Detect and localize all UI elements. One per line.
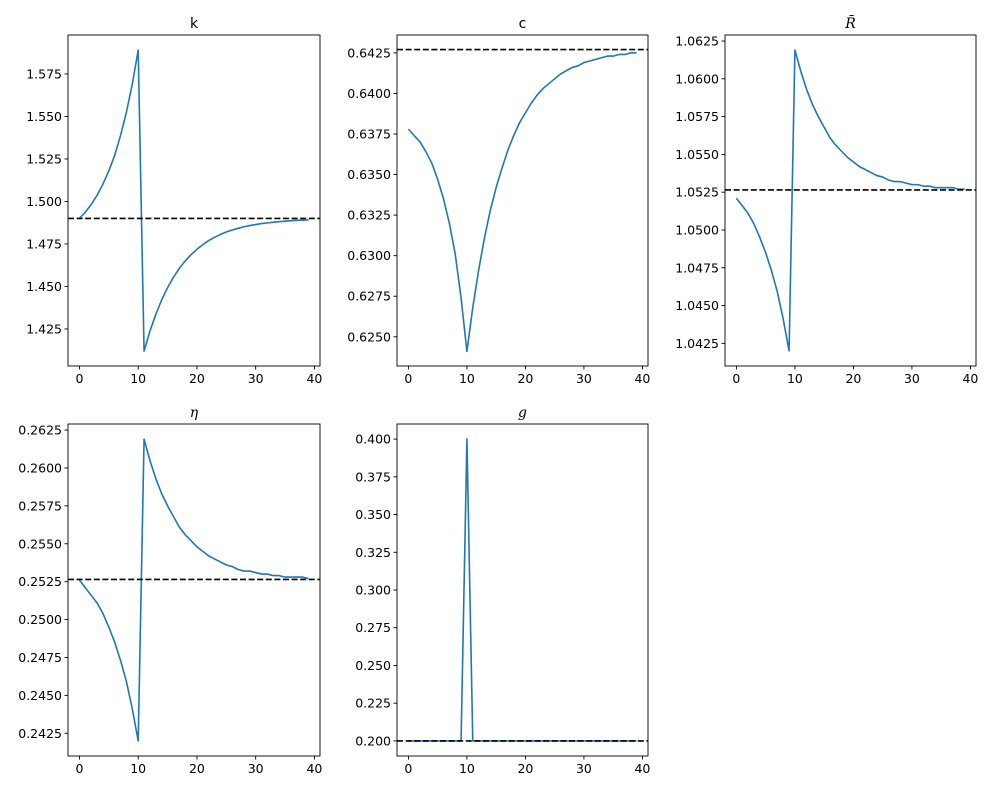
x-tick-label: 10	[459, 371, 475, 386]
subplot-r-bar: 0 10 20 30 40 1.0425 1.0450 1.0475 1.0500 1.0525 1…	[675, 14, 978, 386]
x-tick-label: 30	[576, 761, 592, 776]
series-line-eta	[78, 438, 309, 742]
x-tick-label: 0	[75, 371, 83, 386]
y-tick-label: 0.225	[355, 696, 391, 711]
subplot-c: 0 10 20 30 40 0.6250 0.6275 0.6300 0.6325 0.6350 0…	[347, 16, 650, 386]
series-line-g	[408, 438, 637, 742]
series-line-k	[78, 49, 309, 352]
y-tick-label: 0.2625	[18, 423, 62, 438]
x-tick-label: 20	[845, 371, 861, 386]
x-tick-label: 20	[189, 371, 205, 386]
x-tick-label: 10	[787, 371, 803, 386]
x-tick-label: 30	[248, 761, 264, 776]
y-tick-label: 0.6350	[347, 167, 391, 182]
y-tick-label: 0.6325	[347, 208, 391, 223]
axes-frame	[396, 423, 649, 757]
y-tick-label: 0.300	[355, 583, 391, 598]
y-tick-label: 1.0575	[675, 109, 719, 124]
y-tick-label: 1.525	[26, 151, 62, 166]
y-tick-label: 0.6300	[347, 248, 391, 263]
y-tick-label: 1.475	[26, 236, 62, 251]
x-tick-label: 30	[904, 371, 920, 386]
subplot-k: 0 10 20 30 40 1.425 1.450 1.475 1.500 1.525 1.550 1…	[26, 16, 322, 386]
x-tick-label: 0	[75, 761, 83, 776]
y-tick-label: 0.275	[355, 620, 391, 635]
x-tick-label: 40	[306, 371, 322, 386]
y-tick-label: 0.2525	[18, 574, 62, 589]
y-tick-label: 1.0550	[675, 147, 719, 162]
x-tick-label: 0	[732, 371, 740, 386]
subplot-eta: 0 10 20 30 40 0.2425 0.2450 0.2475 0.2500 0.2525 0…	[18, 405, 322, 776]
x-tick-label: 10	[130, 371, 146, 386]
y-tick-label: 1.0500	[675, 222, 719, 237]
y-tick-label: 0.2500	[18, 612, 62, 627]
subplot-title: k	[190, 16, 199, 32]
x-tick-label: 30	[576, 371, 592, 386]
y-tick-label: 0.6375	[347, 126, 391, 141]
subplot-title: c	[519, 16, 527, 32]
axes-frame	[724, 34, 977, 367]
y-tick-label: 1.0450	[675, 298, 719, 313]
x-tick-label: 30	[248, 371, 264, 386]
y-tick-label: 0.6250	[347, 329, 391, 344]
y-tick-label: 0.2600	[18, 460, 62, 475]
y-tick-label: 0.6425	[347, 45, 391, 60]
x-tick-label: 20	[517, 371, 533, 386]
y-tick-label: 0.2425	[18, 726, 62, 741]
y-tick-label: 0.2575	[18, 498, 62, 513]
y-tick-label: 1.0475	[675, 260, 719, 275]
x-tick-label: 0	[404, 371, 412, 386]
x-tick-label: 10	[130, 761, 146, 776]
x-tick-label: 40	[306, 761, 322, 776]
y-tick-label: 1.500	[26, 194, 62, 209]
subplot-g: 0 10 20 30 40 0.200 0.225 0.250 0.275 0.300 0.325 0…	[355, 405, 650, 776]
y-tick-label: 0.400	[355, 432, 391, 447]
y-tick-label: 1.0600	[675, 71, 719, 86]
y-tick-label: 0.6275	[347, 289, 391, 304]
y-tick-label: 0.200	[355, 733, 391, 748]
subplot-title: η	[190, 405, 199, 421]
axes-frame	[67, 423, 321, 757]
x-tick-label: 0	[404, 761, 412, 776]
y-tick-label: 1.0425	[675, 336, 719, 351]
y-tick-label: 1.0525	[675, 185, 719, 200]
y-tick-label: 1.450	[26, 279, 62, 294]
y-tick-label: 0.350	[355, 507, 391, 522]
series-line-c	[407, 52, 637, 353]
series-line-r-bar	[735, 49, 965, 352]
subplot-title: g	[518, 405, 527, 421]
axes-frame	[67, 34, 321, 367]
x-tick-label: 20	[189, 761, 205, 776]
x-tick-label: 20	[517, 761, 533, 776]
y-tick-label: 1.550	[26, 109, 62, 124]
x-tick-label: 40	[634, 761, 650, 776]
y-tick-label: 0.2475	[18, 650, 62, 665]
y-tick-label: 1.575	[26, 66, 62, 81]
y-tick-label: 0.6400	[347, 86, 391, 101]
y-tick-label: 1.0625	[675, 34, 719, 49]
y-tick-label: 0.2550	[18, 536, 62, 551]
x-tick-label: 40	[634, 371, 650, 386]
x-tick-label: 10	[459, 761, 475, 776]
y-tick-label: 0.325	[355, 545, 391, 560]
y-tick-label: 1.425	[26, 321, 62, 336]
subplot-title: R̄	[844, 14, 856, 32]
x-tick-label: 40	[962, 371, 978, 386]
y-tick-label: 0.250	[355, 658, 391, 673]
axes-frame	[396, 34, 649, 367]
y-tick-label: 0.375	[355, 469, 391, 484]
y-tick-label: 0.2450	[18, 688, 62, 703]
